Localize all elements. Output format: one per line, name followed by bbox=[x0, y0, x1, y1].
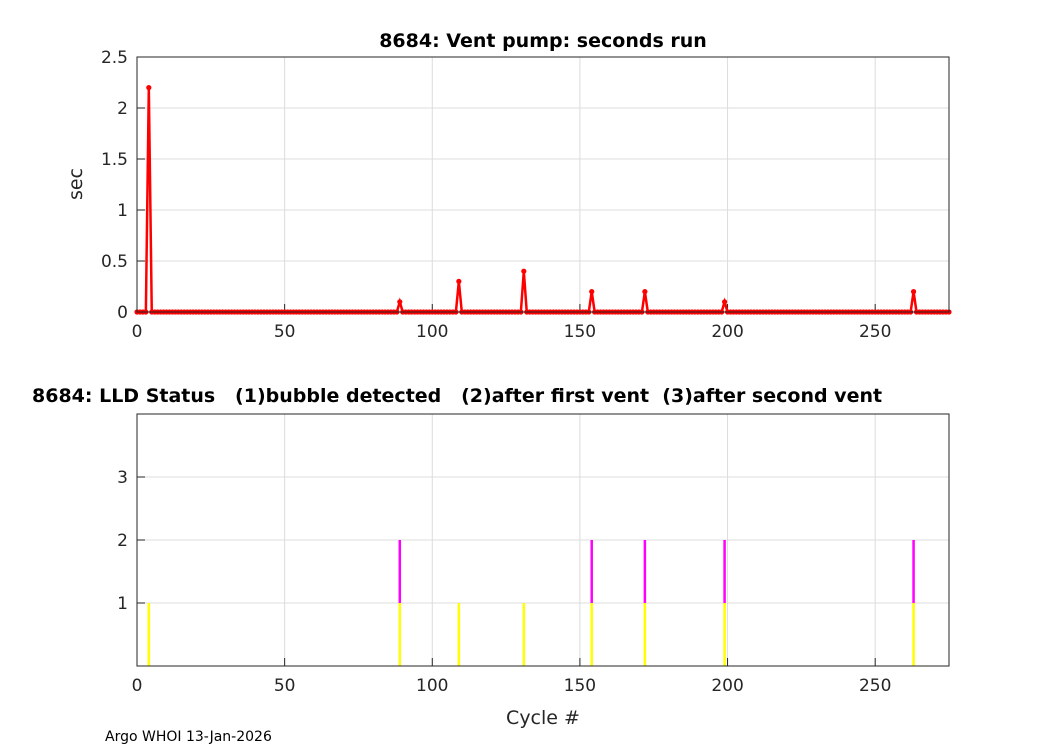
data-point bbox=[521, 268, 527, 274]
x-tick-label: 250 bbox=[859, 676, 891, 696]
x-tick-label: 150 bbox=[564, 676, 596, 696]
data-point bbox=[721, 299, 728, 305]
y-tick-label: 3 bbox=[117, 468, 128, 488]
x-tick-label: 250 bbox=[859, 322, 891, 342]
axes-frame bbox=[136, 413, 950, 667]
x-tick-label: 100 bbox=[416, 322, 448, 342]
top-axes: 0 50 100 150 200 250 0 0.5 1 1.5 2 2.5 bbox=[101, 48, 952, 342]
y-tick-label: 1 bbox=[117, 201, 128, 221]
data-point bbox=[456, 278, 462, 284]
data-point bbox=[910, 289, 917, 295]
x-tick-label: 200 bbox=[711, 322, 743, 342]
bottom-x-axis-label: Cycle # bbox=[506, 707, 580, 729]
data-point bbox=[589, 289, 595, 295]
top-chart-title: 8684: Vent pump: seconds run bbox=[379, 30, 707, 52]
data-point bbox=[642, 289, 648, 295]
x-tick-label: 50 bbox=[274, 676, 296, 696]
x-tick-label: 100 bbox=[416, 676, 448, 696]
y-tick-label: 1.5 bbox=[101, 150, 128, 170]
plot-area bbox=[137, 57, 949, 312]
x-tick-label: 50 bbox=[274, 322, 296, 342]
footer-text: Argo WHOI 13-Jan-2026 bbox=[105, 729, 272, 745]
bottom-chart-title: 8684: LLD Status (1)bubble detected (2)a… bbox=[32, 385, 882, 407]
y-tick-label: 0 bbox=[117, 303, 128, 323]
data-point bbox=[146, 85, 152, 91]
top-y-axis-label: sec bbox=[65, 168, 87, 200]
x-tick-label: 0 bbox=[132, 322, 143, 342]
y-tick-label: 2.5 bbox=[101, 48, 128, 68]
data-point bbox=[397, 299, 403, 305]
x-tick-label: 200 bbox=[711, 676, 743, 696]
y-tick-label: 1 bbox=[117, 594, 128, 614]
y-tick-label: 0.5 bbox=[101, 252, 128, 272]
x-tick-label: 150 bbox=[564, 322, 596, 342]
x-tick-label: 0 bbox=[132, 676, 143, 696]
y-tick-label: 2 bbox=[117, 531, 128, 551]
y-tick-label: 2 bbox=[117, 99, 128, 119]
axes-frame bbox=[136, 56, 950, 313]
bottom-axes: 0 50 100 150 200 250 1 2 3 bbox=[117, 413, 950, 696]
